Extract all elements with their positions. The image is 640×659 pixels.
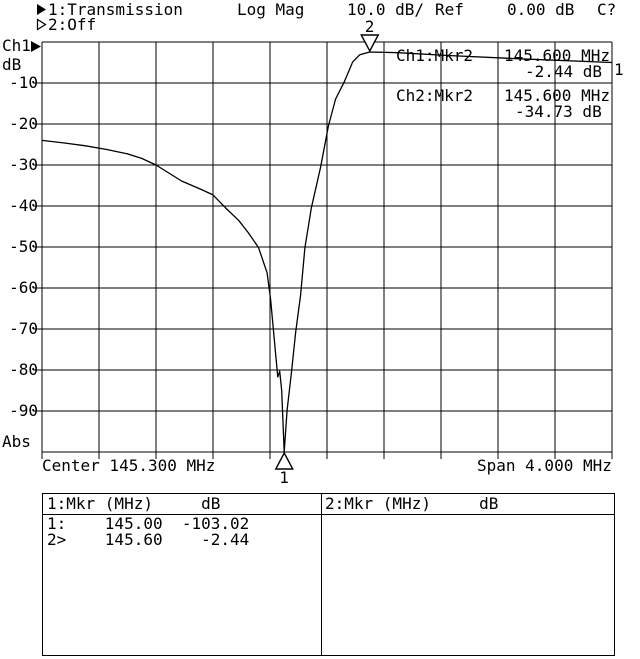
span-label: Span 4.000 MHz: [477, 456, 612, 475]
y-tick-label: -60: [9, 278, 38, 297]
ref-value: 0.00 dB: [507, 0, 575, 19]
readout-ch2-freq: 145.600 MHz: [504, 86, 610, 105]
y-tick-label: -20: [9, 114, 38, 133]
y-tick-label: -30: [9, 155, 38, 174]
y-tick-label: -40: [9, 196, 38, 215]
marker-2-triangle-icon: [360, 34, 380, 53]
marker-table-left-header: 1:Mkr (MHz) dB: [47, 494, 221, 513]
graticule-grid: [41, 41, 613, 453]
readout-ch1-value: -2.44 dB: [525, 62, 603, 81]
marker-table-row: 2> 145.60 -2.44: [47, 530, 250, 549]
marker-table-divider: [321, 494, 322, 655]
y-tick-label: -70: [9, 319, 38, 338]
channel-label: Ch1: [2, 36, 31, 55]
readout-ch2-value: -34.73 dB: [515, 102, 602, 121]
marker-table: 1:Mkr (MHz) dB 1: 145.00 -103.02 2> 145.…: [42, 493, 615, 656]
marker-table-header-rule: [43, 514, 614, 515]
trace1-label: 1:Transmission: [48, 0, 183, 19]
marker-table-row: 1: 145.00 -103.02: [47, 514, 250, 533]
marker-1-label: 1: [279, 468, 289, 487]
y-tick-label: -50: [9, 237, 38, 256]
scale-label: 10.0 dB/: [347, 0, 425, 19]
trace2-inactive-arrow-icon: [36, 18, 47, 31]
trace1-active-arrow-icon: [37, 4, 46, 15]
center-frequency-label: Center 145.300 MHz: [42, 456, 216, 475]
readout-ch2-label: Ch2:Mkr2: [396, 86, 474, 105]
axis-tick-marks: [33, 82, 613, 459]
axis-unit: dB: [2, 55, 22, 74]
trace2-label: 2:Off: [48, 15, 97, 34]
readout-ch1-freq: 145.600 MHz: [504, 46, 610, 65]
trace-line: [41, 51, 613, 453]
format-label: Log Mag: [237, 0, 305, 19]
channel1-pointer-icon: [31, 41, 41, 52]
abs-label: Abs: [2, 432, 31, 451]
marker-table-right-header: 2:Mkr (MHz) dB: [325, 494, 499, 513]
y-tick-label: -80: [9, 360, 38, 379]
marker-1-triangle-icon: [274, 451, 294, 470]
trace-id-badge: 1: [614, 60, 624, 79]
y-tick-label: -10: [9, 73, 38, 92]
cal-status: C?: [597, 0, 617, 19]
marker-2-label: 2: [364, 17, 375, 36]
readout-ch1-label: Ch1:Mkr2: [396, 46, 474, 65]
ref-label: Ref: [435, 0, 464, 19]
y-tick-label: -90: [9, 401, 38, 420]
